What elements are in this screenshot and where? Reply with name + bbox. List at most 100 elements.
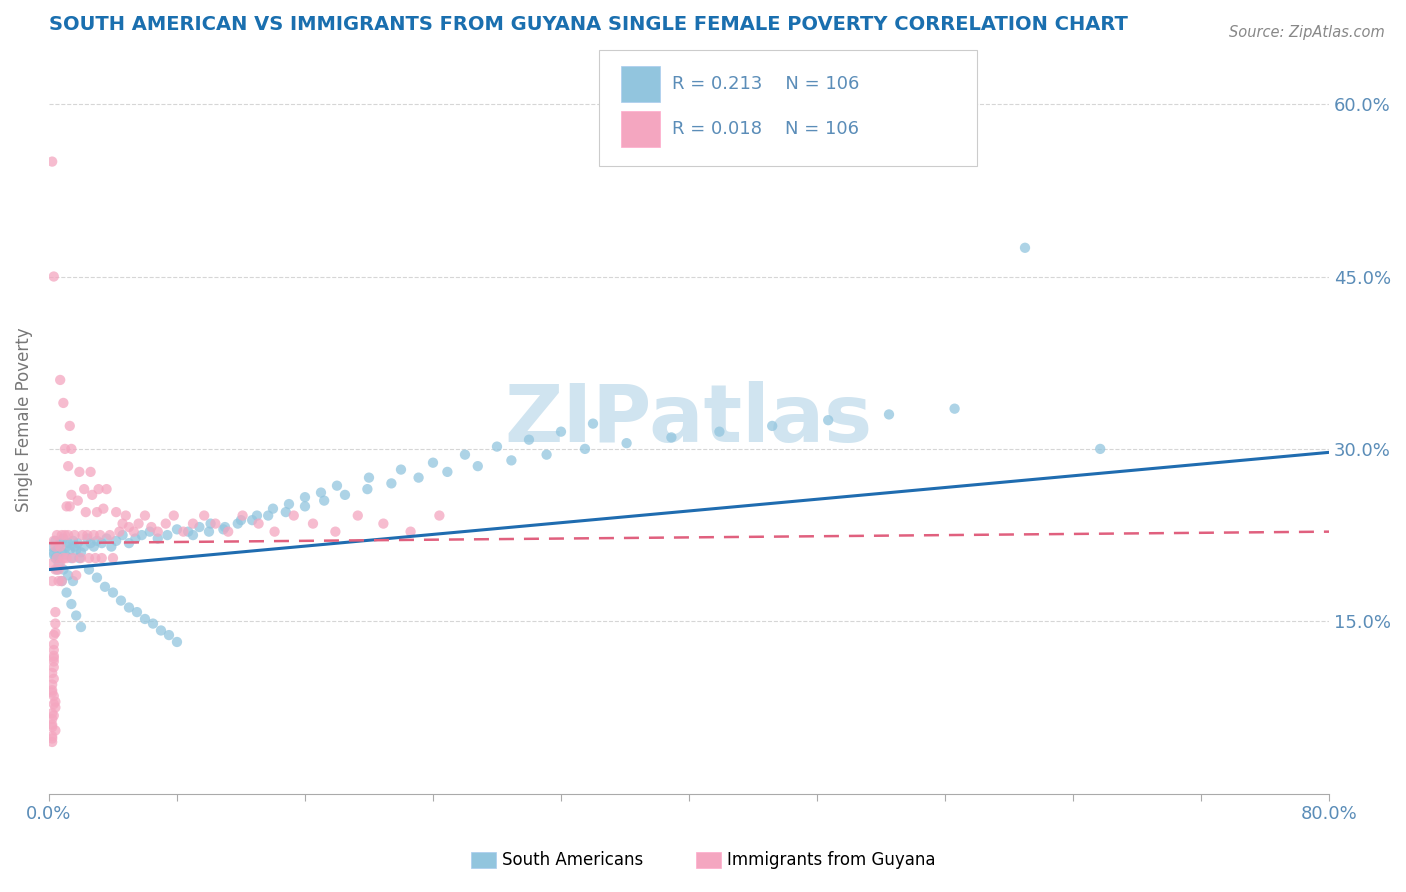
- Point: [333, 488, 356, 502]
- Point: [100, 540, 122, 554]
- Point: [94, 580, 117, 594]
- Point: [172, 524, 194, 539]
- Point: [46, 543, 69, 558]
- Point: [373, 516, 395, 531]
- Point: [63, 540, 86, 554]
- Text: R = 0.018    N = 106: R = 0.018 N = 106: [672, 120, 859, 138]
- Point: [84, 551, 107, 566]
- Point: [155, 516, 177, 531]
- Point: [52, 396, 75, 410]
- Point: [42, 689, 65, 703]
- Point: [467, 459, 489, 474]
- Point: [166, 635, 188, 649]
- Point: [96, 482, 118, 496]
- Point: [51, 574, 73, 588]
- Point: [67, 551, 90, 566]
- Point: [454, 448, 477, 462]
- Point: [128, 516, 150, 531]
- Point: [146, 532, 169, 546]
- Point: [247, 516, 270, 531]
- Point: [200, 516, 222, 531]
- Point: [41, 685, 63, 699]
- Point: [56, 568, 79, 582]
- Point: [149, 624, 172, 638]
- Point: [44, 551, 66, 566]
- Text: South Americans: South Americans: [502, 851, 643, 869]
- Point: [41, 731, 63, 746]
- Point: [616, 436, 638, 450]
- Point: [156, 528, 179, 542]
- Point: [122, 524, 145, 539]
- Point: [325, 524, 347, 539]
- Point: [89, 528, 111, 542]
- Point: [582, 417, 605, 431]
- Point: [70, 551, 93, 566]
- Point: [41, 717, 63, 731]
- Point: [131, 528, 153, 542]
- Point: [278, 497, 301, 511]
- Point: [198, 524, 221, 539]
- Point: [48, 557, 70, 571]
- Point: [44, 605, 66, 619]
- Point: [42, 697, 65, 711]
- Point: [380, 476, 402, 491]
- Point: [146, 524, 169, 539]
- Point: [93, 501, 115, 516]
- Point: [44, 700, 66, 714]
- Point: [72, 528, 94, 542]
- Point: [214, 520, 236, 534]
- Point: [62, 533, 84, 548]
- Point: [77, 563, 100, 577]
- Point: [357, 470, 380, 484]
- Point: [73, 482, 96, 496]
- Point: [51, 574, 73, 588]
- Y-axis label: Single Female Poverty: Single Female Poverty: [15, 328, 32, 513]
- Point: [240, 513, 263, 527]
- Point: [101, 585, 124, 599]
- Point: [193, 508, 215, 523]
- Point: [429, 508, 451, 523]
- Point: [53, 442, 76, 456]
- Point: [661, 430, 683, 444]
- Point: [59, 543, 82, 558]
- Point: [83, 540, 105, 554]
- Point: [41, 540, 63, 554]
- Point: [44, 563, 66, 577]
- Point: [166, 522, 188, 536]
- Point: [77, 551, 100, 566]
- Point: [42, 655, 65, 669]
- Point: [55, 585, 77, 599]
- Point: [41, 154, 63, 169]
- Point: [44, 625, 66, 640]
- Point: [105, 533, 128, 548]
- Point: [550, 425, 572, 439]
- Point: [142, 616, 165, 631]
- Point: [118, 600, 141, 615]
- Point: [217, 524, 239, 539]
- Point: [204, 516, 226, 531]
- Point: [257, 508, 280, 523]
- Point: [314, 493, 336, 508]
- Point: [188, 520, 211, 534]
- Point: [67, 465, 90, 479]
- Point: [59, 500, 82, 514]
- Point: [83, 528, 105, 542]
- Point: [55, 540, 77, 554]
- Point: [82, 488, 104, 502]
- Point: [86, 571, 108, 585]
- Point: [73, 540, 96, 554]
- Point: [485, 440, 508, 454]
- Point: [41, 665, 63, 680]
- Point: [46, 551, 69, 566]
- Point: [101, 551, 124, 566]
- Point: [229, 513, 252, 527]
- Point: [48, 551, 70, 566]
- Point: [42, 651, 65, 665]
- Point: [294, 490, 316, 504]
- Point: [42, 637, 65, 651]
- Point: [41, 735, 63, 749]
- Point: [56, 459, 79, 474]
- Point: [274, 505, 297, 519]
- Point: [125, 605, 148, 619]
- Point: [79, 536, 101, 550]
